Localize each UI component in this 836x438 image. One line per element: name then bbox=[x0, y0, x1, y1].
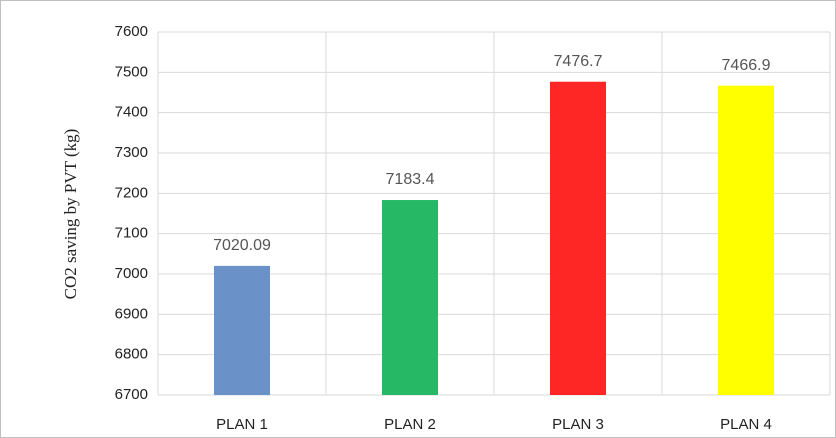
y-tick-label: 6700 bbox=[115, 386, 148, 403]
x-tick-label: PLAN 4 bbox=[720, 416, 772, 433]
y-tick-label: 6800 bbox=[115, 346, 148, 363]
bar bbox=[214, 265, 270, 395]
y-tick-label: 7000 bbox=[115, 265, 148, 282]
bar bbox=[718, 85, 774, 396]
y-axis-label: CO2 saving by PVT (kg) bbox=[61, 129, 80, 300]
bar bbox=[550, 81, 606, 395]
value-label: 7183.4 bbox=[386, 171, 435, 188]
value-label: 7476.7 bbox=[554, 53, 603, 70]
y-tick-label: 7400 bbox=[115, 104, 148, 121]
x-tick-label: PLAN 3 bbox=[552, 416, 604, 433]
y-tick-label: 7100 bbox=[115, 225, 148, 242]
x-tick-label: PLAN 2 bbox=[384, 416, 436, 433]
y-tick-label: 7500 bbox=[115, 63, 148, 80]
y-tick-label: 7600 bbox=[115, 23, 148, 40]
y-tick-label: 7200 bbox=[115, 184, 148, 201]
y-tick-label: 7300 bbox=[115, 144, 148, 161]
bar bbox=[382, 200, 438, 395]
x-tick-label: PLAN 1 bbox=[216, 416, 268, 433]
y-tick-label: 6900 bbox=[115, 305, 148, 322]
value-label: 7020.09 bbox=[213, 237, 271, 254]
value-label: 7466.9 bbox=[722, 57, 771, 74]
